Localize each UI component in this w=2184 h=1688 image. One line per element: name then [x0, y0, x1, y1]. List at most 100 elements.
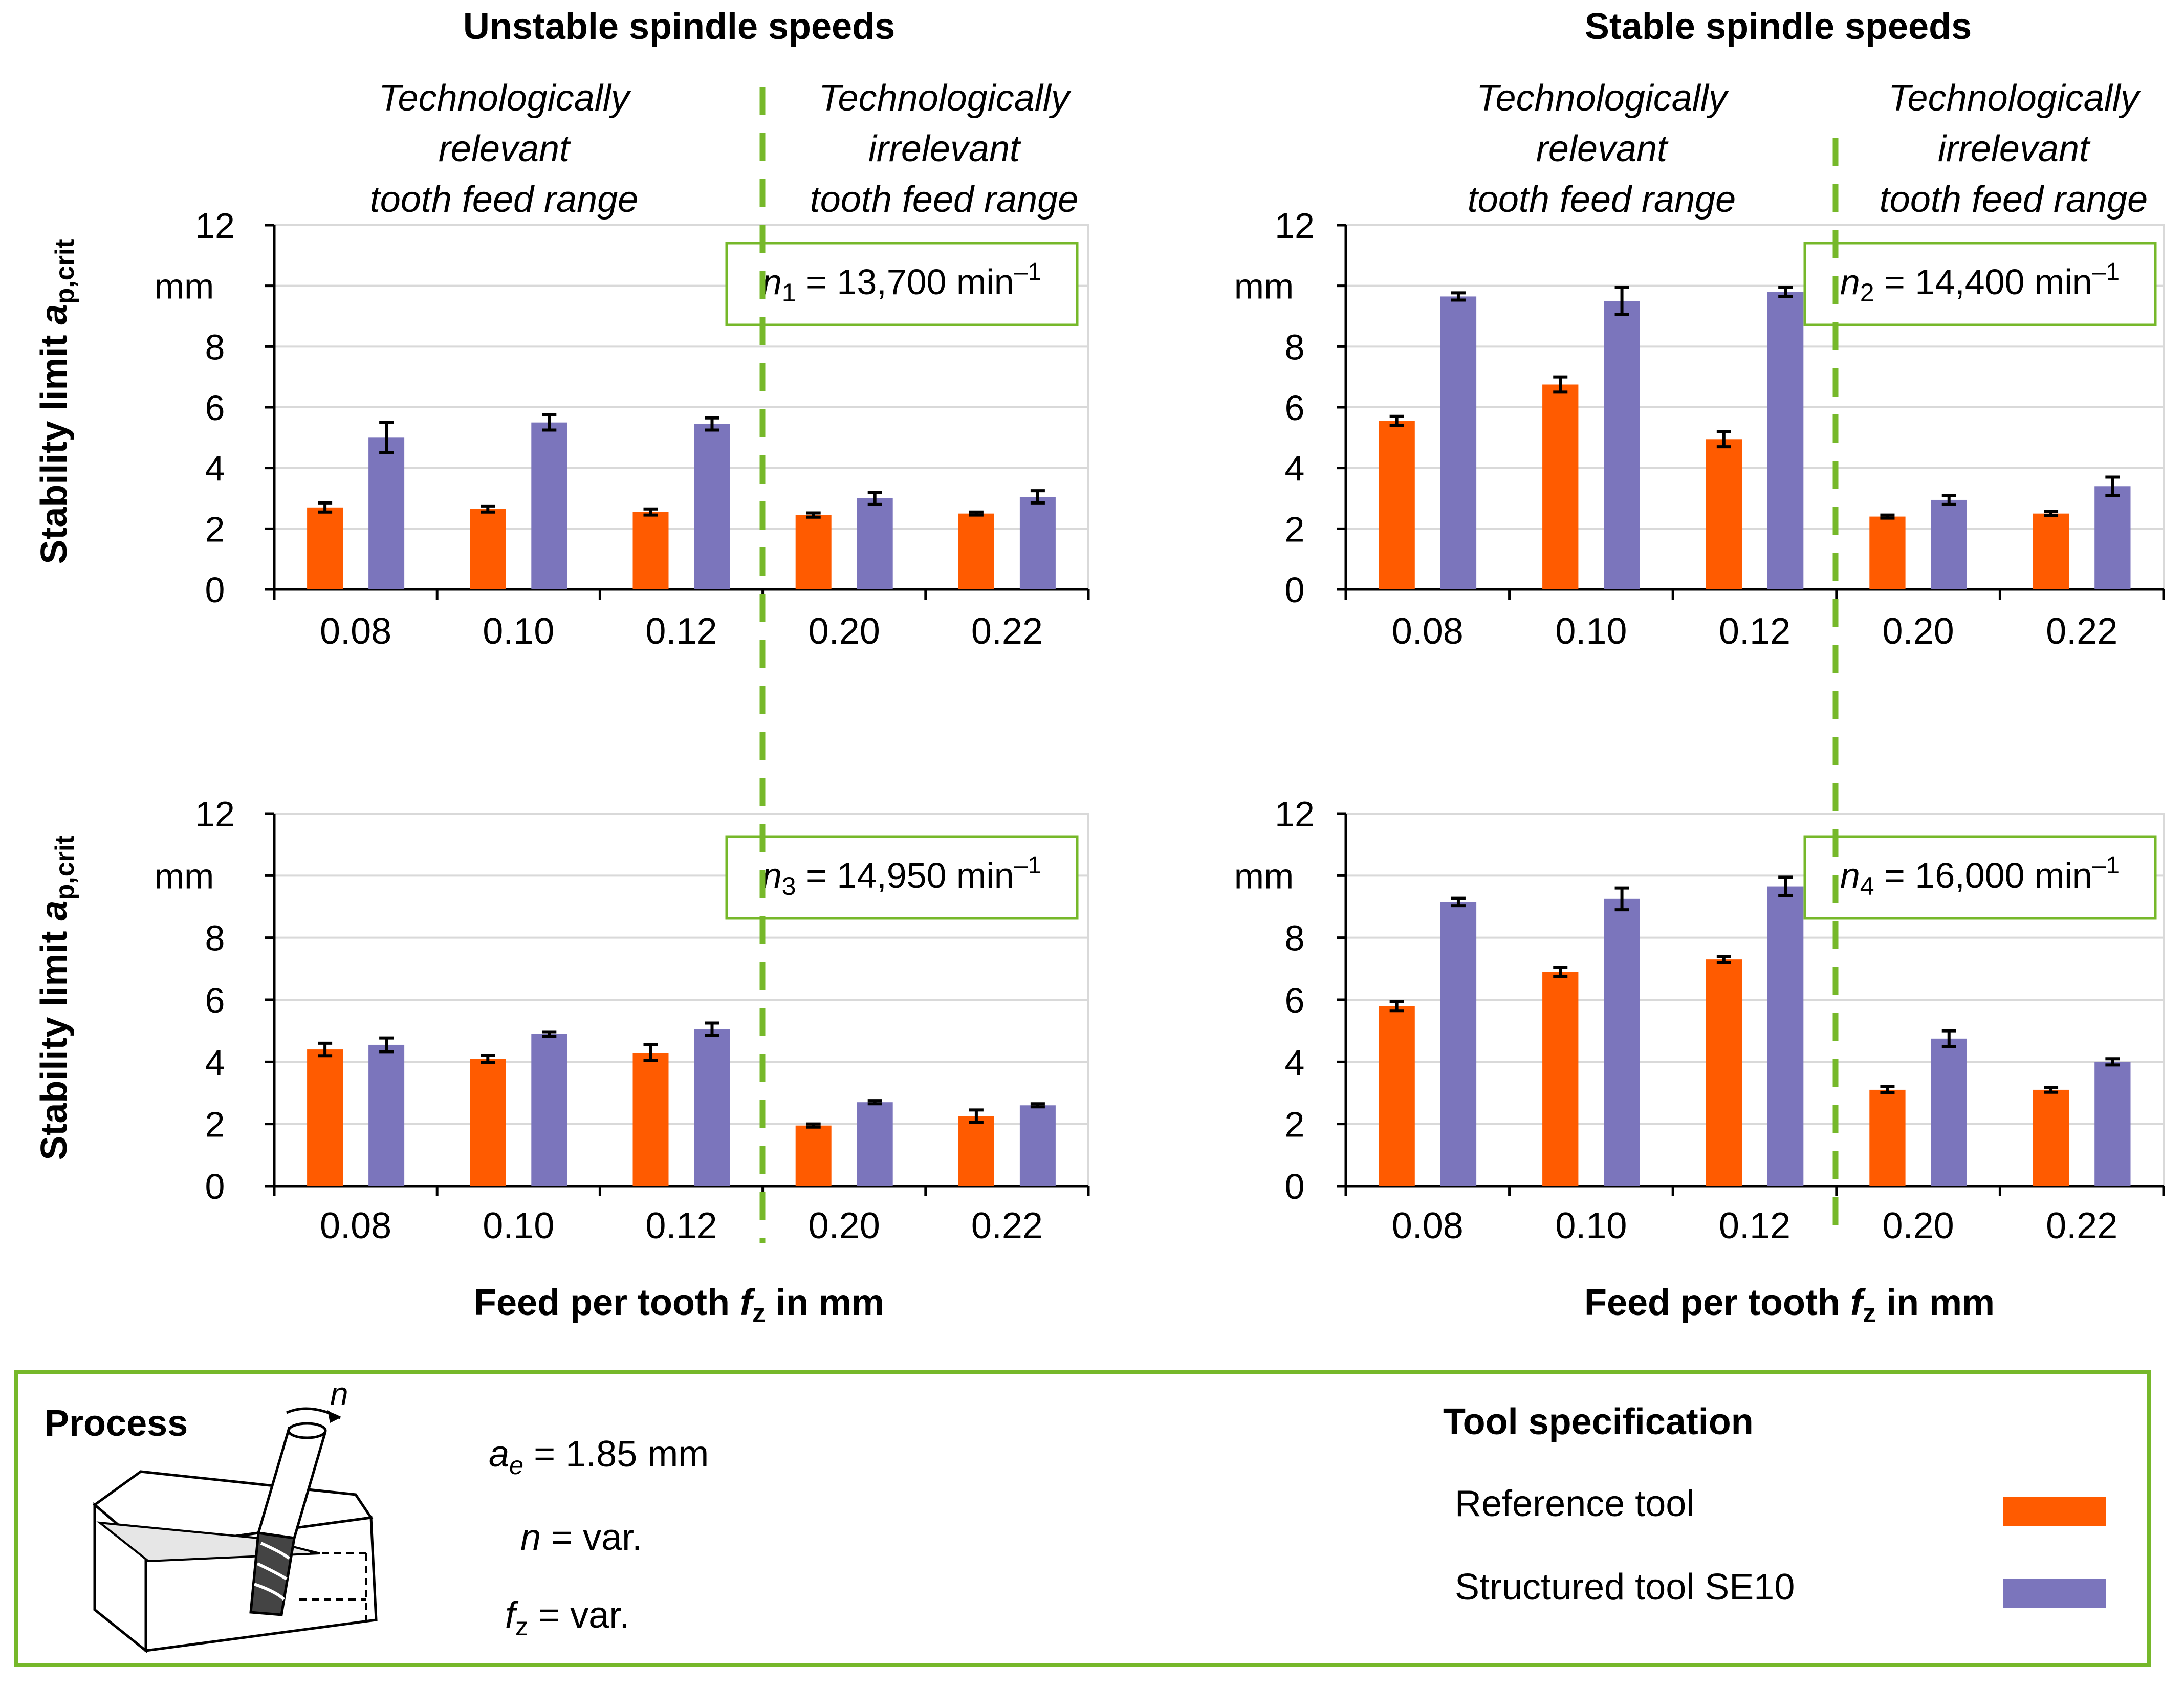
bar-reference — [632, 512, 669, 589]
speed-label: n1 = 13,700 min–1 — [762, 258, 1041, 307]
bar-structured — [531, 1034, 567, 1186]
speed-label: n2 = 14,400 min–1 — [1840, 258, 2120, 307]
bar-structured — [2094, 1062, 2131, 1186]
range-label-line: tooth feed range — [1880, 179, 2148, 220]
range-label-line: Technologically — [379, 78, 631, 119]
bar-structured — [1931, 499, 1967, 589]
x-tick-label: 0.20 — [809, 611, 880, 652]
bar-structured — [1440, 902, 1477, 1186]
y-tick-label: 0 — [1285, 1167, 1305, 1207]
range-label-line: relevant — [1536, 128, 1669, 169]
y-tick-label: 8 — [205, 327, 225, 367]
speed-label: n3 = 14,950 min–1 — [762, 852, 1041, 901]
y-unit-label: mm — [1234, 856, 1294, 896]
bar-structured — [1931, 1038, 1967, 1186]
y-tick-label: 2 — [205, 1105, 225, 1145]
range-label-line: tooth feed range — [1468, 179, 1736, 220]
bar-structured — [1019, 497, 1056, 589]
y-tick-label: 6 — [205, 388, 225, 428]
range-label-line: Technologically — [819, 78, 1072, 119]
y-axis-title-top: Stability limit ap,crit — [34, 239, 80, 564]
range-label-irrelevant-right: Technologically irrelevant tooth feed ra… — [1880, 78, 2148, 220]
bar-structured — [1019, 1105, 1056, 1186]
y-tick-label: 8 — [1285, 918, 1305, 958]
bar-structured — [2094, 486, 2131, 589]
speed-box — [725, 835, 1079, 920]
y-unit-label: mm — [155, 856, 214, 896]
x-axis-title-left: Feed per tooth fz in mm — [474, 1282, 884, 1328]
bar-reference — [1379, 1006, 1415, 1186]
bar-structured — [1440, 296, 1477, 589]
chart-panel-n1: 0 2 4 6 8 12 mm 0.08 0.10 0.12 0.20 0.22 n1 = 13,700… — [155, 206, 1090, 652]
chart-panel-n3: 0 2 4 6 8 12 mm 0.08 0.10 0.12 0.20 0.22 n3 = 14,950… — [155, 794, 1090, 1246]
x-tick-label: 0.20 — [1883, 1205, 1954, 1246]
bar-reference — [632, 1053, 669, 1186]
x-tick-label: 0.20 — [809, 1205, 880, 1246]
bar-reference — [307, 507, 343, 589]
x-axis-title-right: Feed per tooth fz in mm — [1584, 1282, 1995, 1328]
milling-process-illustration: n — [92, 1385, 378, 1654]
range-label-relevant-left: Technologically relevant tooth feed rang… — [370, 78, 638, 220]
bar-reference — [2033, 1089, 2069, 1186]
x-tick-label: 0.22 — [2046, 1205, 2117, 1246]
tool-shank-end — [287, 1422, 327, 1439]
y-tick-label: 12 — [195, 794, 235, 834]
range-label-line: Technologically — [1888, 78, 2141, 119]
param-n: n = var. — [520, 1517, 643, 1558]
bar-structured — [368, 1044, 405, 1186]
bar-structured — [1767, 292, 1804, 589]
y-tick-label: 6 — [1285, 980, 1305, 1020]
y-tick-label: 0 — [205, 1167, 225, 1207]
legend-swatch-structured — [2003, 1579, 2106, 1608]
rotation-label: n — [330, 1385, 348, 1412]
bar-structured — [368, 437, 405, 589]
speed-label: n4 = 16,000 min–1 — [1840, 852, 2120, 901]
bar-structured — [1767, 886, 1804, 1186]
speed-box — [725, 242, 1079, 326]
y-tick-label: 8 — [205, 918, 225, 958]
range-label-line: Technologically — [1476, 78, 1729, 119]
bar-reference — [307, 1049, 343, 1186]
bar-reference — [1706, 959, 1742, 1186]
bar-reference — [1706, 439, 1742, 589]
x-tick-label: 0.22 — [2046, 611, 2117, 652]
bar-structured — [857, 1102, 893, 1186]
bar-structured — [531, 422, 567, 589]
legend-label-reference: Reference tool — [1455, 1483, 1695, 1524]
y-tick-label: 6 — [1285, 388, 1305, 428]
bar-reference — [1869, 516, 1906, 589]
range-label-line: irrelevant — [868, 128, 1021, 169]
bar-reference — [1542, 972, 1579, 1186]
y-tick-label: 0 — [205, 570, 225, 610]
x-tick-label: 0.12 — [1719, 1205, 1790, 1246]
range-label-relevant-right: Technologically relevant tooth feed rang… — [1468, 78, 1736, 220]
y-tick-label: 12 — [1275, 206, 1315, 246]
process-title: Process — [45, 1403, 188, 1444]
y-tick-label: 4 — [205, 1042, 225, 1082]
x-tick-label: 0.08 — [1392, 611, 1464, 652]
range-label-line: irrelevant — [1938, 128, 2091, 169]
y-tick-label: 2 — [205, 509, 225, 549]
bar-reference — [1379, 421, 1415, 589]
y-tick-label: 12 — [1275, 794, 1315, 834]
chart-panel-n2: 0 2 4 6 8 12 mm 0.08 0.10 0.12 0.20 0.22 n2 = 14,400… — [1234, 206, 2165, 652]
range-label-irrelevant-left: Technologically irrelevant tooth feed ra… — [810, 78, 1078, 220]
x-tick-label: 0.08 — [320, 611, 391, 652]
y-tick-label: 2 — [1285, 509, 1305, 549]
tool-flute-line — [254, 1542, 291, 1601]
x-tick-label: 0.12 — [645, 1205, 717, 1246]
legend-label-structured: Structured tool SE10 — [1455, 1567, 1795, 1608]
bar-reference — [2033, 513, 2069, 589]
speed-box — [1803, 242, 2157, 326]
y-tick-label: 4 — [205, 449, 225, 489]
y-tick-label: 8 — [1285, 327, 1305, 367]
range-label-line: relevant — [439, 128, 571, 169]
x-tick-label: 0.10 — [1555, 1205, 1627, 1246]
bar-structured — [694, 1029, 730, 1186]
y-tick-label: 0 — [1285, 570, 1305, 610]
x-tick-label: 0.10 — [483, 1205, 554, 1246]
x-tick-label: 0.22 — [971, 1205, 1043, 1246]
y-tick-label: 4 — [1285, 449, 1305, 489]
y-tick-label: 12 — [195, 206, 235, 246]
